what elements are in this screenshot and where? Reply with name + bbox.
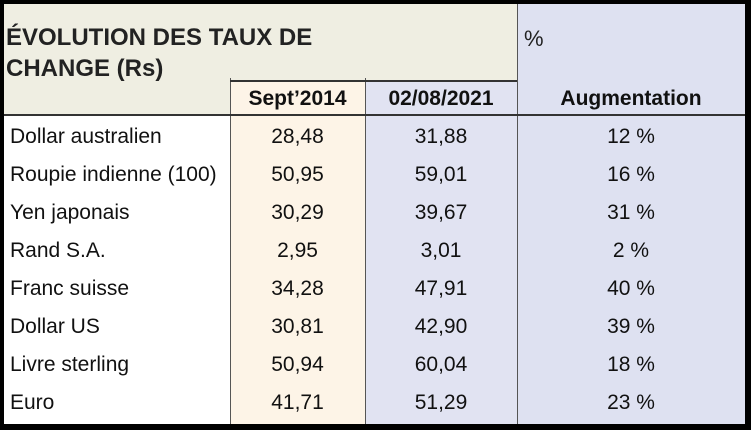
row-label: Dollar US: [10, 315, 100, 338]
cell-value: 16 %: [607, 163, 655, 186]
cell-value: 51,29: [414, 391, 468, 414]
cell-value: 28,48: [271, 125, 324, 148]
column-header: Sept’2014: [248, 86, 347, 110]
title: ÉVOLUTION DES TAUX DE CHANGE (Rs): [6, 24, 313, 82]
cell-value: 31,88: [414, 125, 468, 148]
row-label: Roupie indienne (100): [10, 163, 217, 186]
column-header: 02/08/2021: [388, 86, 494, 110]
cell-value: 34,28: [271, 277, 324, 300]
cell-value: 40 %: [607, 277, 655, 300]
cell-value: 3,01: [420, 239, 462, 262]
cell-value: 47,91: [414, 277, 468, 300]
cell-value: 39,67: [414, 201, 468, 224]
row-label: Euro: [10, 391, 55, 414]
cell-value: 39 %: [607, 315, 655, 338]
cell-value: 2,95: [277, 239, 318, 262]
col-bg: [517, 4, 745, 424]
col-bg: [230, 82, 365, 424]
cell-value: 23 %: [607, 391, 655, 414]
divider: [365, 78, 366, 424]
divider: [517, 4, 518, 424]
unit: %: [524, 26, 544, 51]
row-label: Livre sterling: [10, 353, 130, 376]
cell-value: 50,94: [271, 353, 324, 376]
cell-value: 2 %: [612, 239, 650, 262]
row-label: Rand S.A.: [10, 239, 106, 262]
cell-value: 60,04: [414, 353, 468, 376]
cell-value: 41,71: [271, 391, 324, 414]
divider: [4, 114, 745, 116]
row-label: Franc suisse: [10, 277, 130, 300]
cell-value: 12 %: [607, 125, 655, 148]
divider: [230, 78, 231, 424]
cell-value: 18 %: [607, 353, 655, 376]
cell-value: 50,95: [271, 163, 324, 186]
cell-value: 59,01: [414, 163, 468, 186]
row-label: Dollar australien: [10, 125, 162, 148]
column-header: Augmentation: [560, 86, 702, 110]
cell-value: 30,29: [271, 201, 324, 224]
cell-value: 30,81: [271, 315, 324, 338]
divider: [230, 80, 517, 82]
col-bg: [365, 82, 517, 424]
cell-value: 31 %: [607, 201, 655, 224]
table-panel: ÉVOLUTION DES TAUX DE CHANGE (Rs) % Sept…: [4, 4, 745, 424]
cell-value: 42,90: [414, 315, 468, 338]
row-label: Yen japonais: [10, 201, 130, 224]
